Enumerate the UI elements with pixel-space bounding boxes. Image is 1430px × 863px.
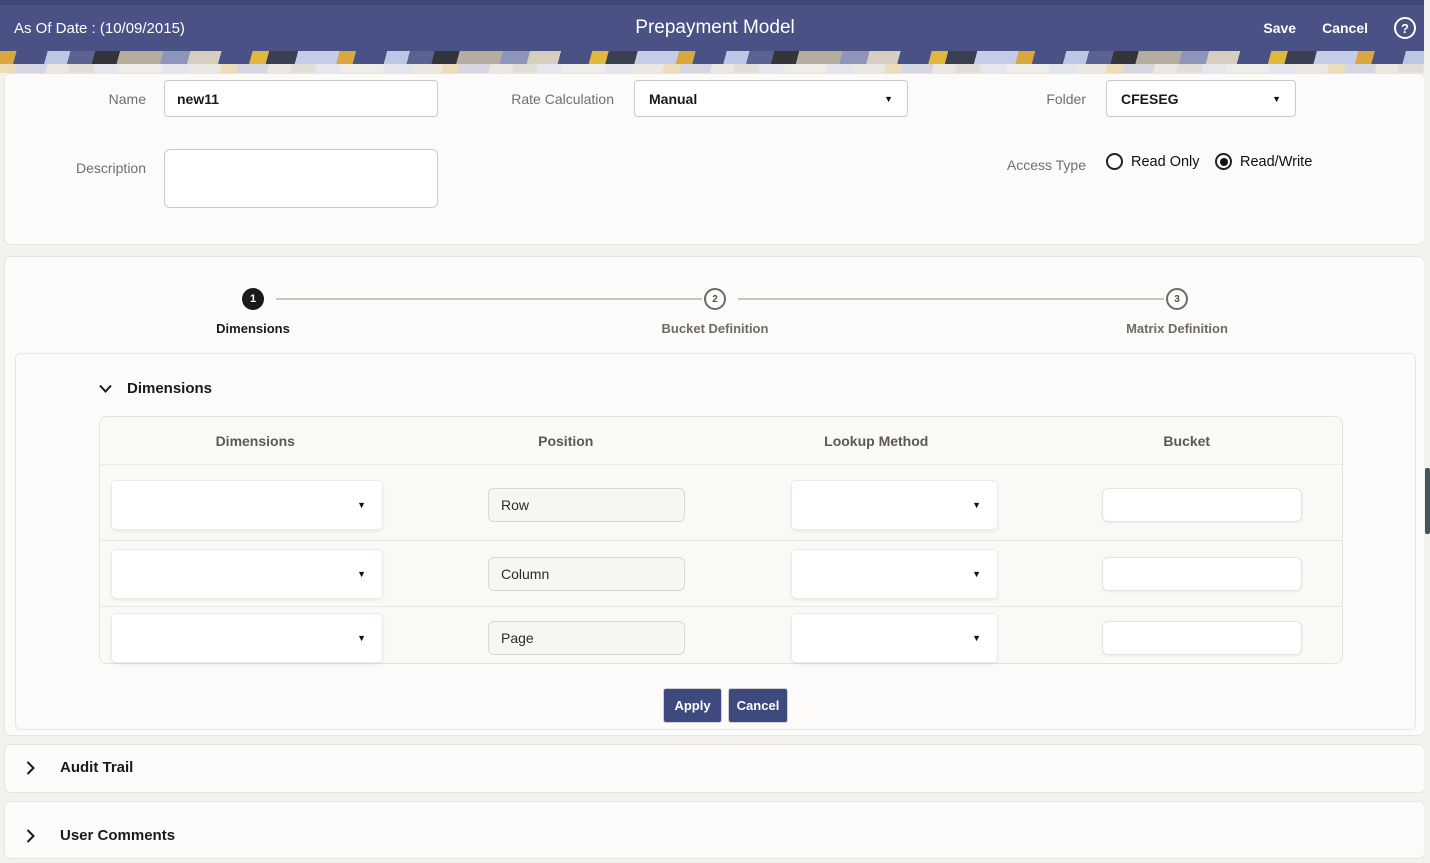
decorative-banner (0, 51, 1430, 64)
as-of-date-label: As Of Date : (10/09/2015) (14, 19, 185, 37)
step-2-circle[interactable]: 2 (704, 288, 726, 310)
scrollbar-track[interactable] (1424, 0, 1430, 863)
chevron-down-icon: ▼ (972, 633, 981, 643)
dimensions-table: Dimensions Position Lookup Method Bucket… (99, 416, 1343, 664)
dimensions-section-title: Dimensions (127, 380, 213, 397)
dimension-select-row2[interactable]: ▼ (112, 550, 382, 598)
step-connector (738, 298, 1164, 300)
folder-select[interactable]: CFESEG ▼ (1106, 80, 1296, 117)
dimensions-panel: Dimensions Dimensions Position Lookup Me… (15, 353, 1416, 730)
access-type-read-only[interactable]: Read Only (1106, 153, 1200, 170)
rate-calculation-select[interactable]: Manual ▼ (634, 80, 908, 117)
position-field-row1: Row (488, 488, 685, 522)
audit-trail-section[interactable]: Audit Trail (4, 744, 1425, 793)
radio-selected-icon[interactable] (1215, 153, 1232, 170)
lookup-method-select-row3[interactable]: ▼ (792, 614, 997, 662)
cancel-button[interactable]: Cancel (1322, 20, 1368, 36)
access-type-read-write[interactable]: Read/Write (1215, 153, 1312, 170)
step-2-label[interactable]: Bucket Definition (661, 321, 769, 336)
apply-button[interactable]: Apply (663, 688, 722, 723)
bucket-input-row1[interactable] (1102, 488, 1302, 522)
column-header-bucket: Bucket (1163, 432, 1211, 449)
audit-trail-title: Audit Trail (60, 759, 134, 776)
help-icon[interactable]: ? (1394, 17, 1416, 39)
chevron-down-icon: ▼ (972, 500, 981, 510)
row-divider (101, 606, 1343, 607)
column-header-dimensions: Dimensions (215, 432, 295, 449)
step-1-label[interactable]: Dimensions (216, 321, 290, 336)
chevron-down-icon: ▼ (972, 569, 981, 579)
step-connector (276, 298, 702, 300)
page-title: Prepayment Model (635, 17, 795, 38)
name-label: Name (108, 91, 146, 107)
wizard-card: 1 2 3 Dimensions Bucket Definition Matri… (4, 256, 1425, 736)
chevron-down-icon: ▼ (1272, 93, 1281, 104)
lookup-method-select-row2[interactable]: ▼ (792, 550, 997, 598)
dimension-select-row3[interactable]: ▼ (112, 614, 382, 662)
folder-label: Folder (1046, 91, 1086, 107)
position-field-row3: Page (488, 621, 685, 655)
bucket-input-row3[interactable] (1102, 621, 1302, 655)
user-comments-title: User Comments (60, 827, 176, 844)
save-button[interactable]: Save (1263, 20, 1297, 36)
dimension-select-row1[interactable]: ▼ (112, 481, 382, 529)
step-3-label[interactable]: Matrix Definition (1126, 321, 1228, 336)
chevron-down-icon: ▼ (357, 569, 366, 579)
name-input[interactable] (164, 80, 438, 117)
rate-calculation-label: Rate Calculation (511, 91, 614, 107)
description-label: Description (75, 160, 146, 176)
table-header-row: Dimensions Position Lookup Method Bucket (100, 417, 1342, 465)
bucket-input-row2[interactable] (1102, 557, 1302, 591)
model-details-card: Name Rate Calculation Manual ▼ Folder CF… (4, 73, 1425, 245)
chevron-down-icon: ▼ (884, 93, 893, 104)
step-3-circle[interactable]: 3 (1166, 288, 1188, 310)
chevron-down-icon: ▼ (357, 500, 366, 510)
folder-value: CFESEG (1121, 90, 1179, 107)
column-header-lookup-method: Lookup Method (824, 432, 929, 449)
top-strip (0, 0, 1430, 5)
user-comments-section[interactable]: User Comments (4, 801, 1425, 859)
chevron-right-icon (26, 828, 35, 843)
chevron-down-icon: ▼ (357, 633, 366, 643)
chevron-down-icon (99, 384, 112, 393)
access-type-label: Access Type (1006, 157, 1086, 173)
read-only-label: Read Only (1131, 153, 1200, 170)
dimensions-section-header[interactable]: Dimensions (99, 380, 212, 397)
row-divider (101, 540, 1343, 541)
cancel-button-dimensions[interactable]: Cancel (728, 688, 788, 723)
position-field-row2: Column (488, 557, 685, 591)
step-1-circle[interactable]: 1 (242, 288, 264, 310)
decorative-banner-fade (0, 64, 1430, 73)
description-textarea[interactable] (164, 149, 438, 208)
rate-calculation-value: Manual (649, 90, 698, 107)
read-write-label: Read/Write (1240, 153, 1313, 170)
column-header-position: Position (538, 432, 594, 449)
lookup-method-select-row1[interactable]: ▼ (792, 481, 997, 529)
chevron-right-icon (26, 760, 35, 775)
header-bar: As Of Date : (10/09/2015) Prepayment Mod… (0, 5, 1430, 51)
radio-unselected-icon[interactable] (1106, 153, 1123, 170)
scrollbar-thumb[interactable] (1425, 468, 1430, 534)
